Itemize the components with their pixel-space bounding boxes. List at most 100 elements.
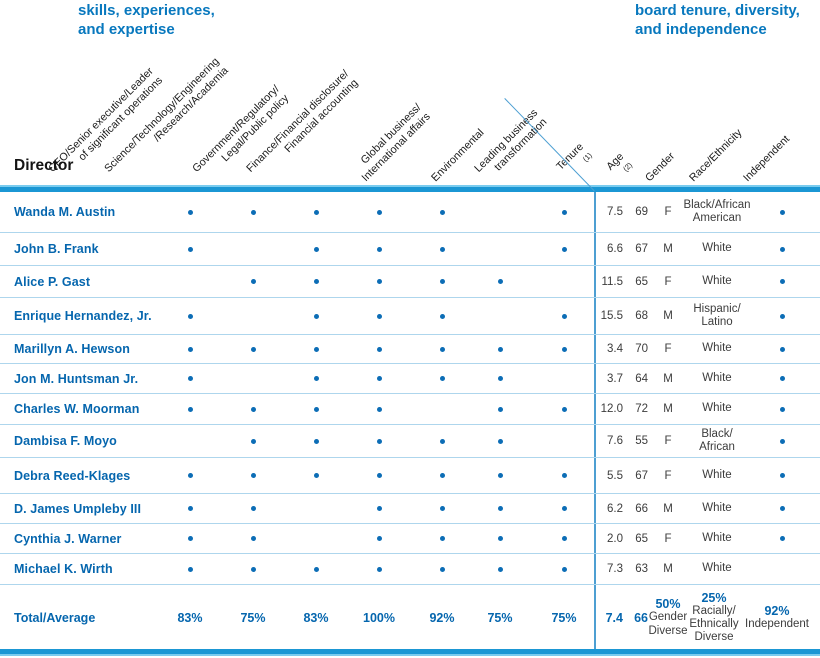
director-row: D. James Umpleby III 6.2 66 M White (0, 494, 820, 524)
independent-dot (779, 473, 785, 478)
skill-dot (561, 506, 567, 511)
skill-dot (313, 473, 319, 478)
skill-dot (497, 346, 503, 352)
table-top-rule (0, 185, 820, 192)
race-ethnicity-value: White (702, 468, 732, 481)
column-header-independent: Independent (741, 132, 793, 184)
total-average-tenure: 7.4 (605, 610, 623, 625)
skill-dot (376, 246, 382, 252)
gender-value: M (663, 310, 673, 322)
skill-dot (187, 473, 193, 478)
race-ethnicity-value: White (702, 531, 732, 544)
skill-dot (561, 566, 567, 572)
director-name: Marillyn A. Hewson (14, 342, 130, 356)
age-value: 65 (635, 275, 648, 288)
age-value: 68 (635, 310, 648, 322)
tenure-value: 6.6 (607, 243, 623, 255)
race-ethnicity-value: White (702, 402, 732, 415)
skill-dot (313, 209, 319, 215)
skill-dot (439, 473, 445, 478)
director-name: D. James Umpleby III (14, 501, 142, 516)
skill-dot (497, 473, 503, 478)
independent-dot (779, 209, 785, 215)
table-bottom-rule (0, 649, 820, 656)
tenure-value: 12.0 (600, 403, 623, 415)
skill-dot (376, 376, 382, 381)
skill-dot (439, 438, 445, 444)
skill-dot (376, 438, 382, 444)
age-value: 65 (635, 532, 648, 545)
gender-value: F (664, 532, 672, 545)
tenure-value: 3.7 (607, 372, 623, 385)
director-row: John B. Frank 6.6 67 M White (0, 233, 820, 266)
gender-value: M (663, 502, 673, 515)
skill-dot (561, 473, 567, 478)
gender-value: F (664, 343, 672, 355)
skill-dot (439, 566, 445, 572)
skill-dot (439, 536, 445, 541)
skill-dot (561, 246, 567, 252)
gender-value: M (663, 563, 673, 575)
skill-dot (250, 438, 256, 444)
race-ethnicity-value: White (702, 342, 732, 355)
tenure-heading-line2: and independence (635, 20, 767, 38)
director-name: Cynthia J. Warner (14, 531, 122, 546)
tenure-value: 15.5 (600, 310, 623, 322)
skill-dot (250, 536, 256, 541)
skill-dot (376, 506, 382, 511)
age-value: 72 (635, 403, 648, 415)
skill-dot (250, 506, 256, 511)
independent-dot (779, 438, 785, 444)
skill-dot (187, 209, 193, 215)
totals-label: Total/Average (14, 610, 96, 625)
race-ethnicity-value: White (702, 371, 732, 384)
director-name: Enrique Hernandez, Jr. (14, 309, 152, 323)
director-name: John B. Frank (14, 242, 99, 256)
director-name: Michael K. Wirth (14, 562, 113, 576)
race-ethnicity-value: White (702, 274, 732, 287)
race-ethnicity-value: Hispanic/ Latino (693, 302, 741, 328)
skill-dot (313, 313, 319, 319)
tenure-value: 3.4 (607, 343, 623, 355)
total-environmental-percent: 75% (487, 610, 513, 625)
skill-dot (376, 209, 382, 215)
tenure-value: 7.6 (607, 435, 623, 447)
skill-dot (561, 536, 567, 541)
skill-dot (250, 279, 256, 284)
director-name: Wanda M. Austin (14, 205, 116, 219)
independent-dot (779, 246, 785, 252)
skill-dot (497, 376, 503, 381)
gender-value: M (663, 243, 673, 255)
skills-heading-line1: skills, experiences, (78, 2, 215, 19)
skill-dot (376, 536, 382, 541)
gender-value: F (664, 469, 672, 482)
tenure-value: 7.5 (607, 206, 623, 218)
skill-dot (313, 406, 319, 412)
director-column-label: Director (14, 157, 74, 174)
director-row: Enrique Hernandez, Jr. 15.5 68 M Hispanic/ L… (0, 298, 820, 335)
director-row: Jon M. Huntsman Jr. 3.7 64 M White (0, 364, 820, 394)
tenure-value: 7.3 (607, 563, 623, 575)
totals-row: Total/Average 83% 75% 83% 100% 92% 75% 7… (0, 585, 820, 650)
independent-dot (779, 313, 785, 319)
director-name: Jon M. Huntsman Jr. (14, 371, 139, 386)
director-name: Debra Reed-Klages (14, 468, 131, 483)
skill-dot (561, 313, 567, 319)
skill-dot (250, 209, 256, 215)
skill-dot (250, 406, 256, 412)
skill-dot (250, 346, 256, 352)
skill-dot (376, 313, 382, 319)
independent-dot (779, 376, 785, 381)
total-government-percent: 83% (303, 610, 329, 625)
gender-value: M (663, 403, 673, 415)
skill-dot (439, 346, 445, 352)
age-value: 66 (635, 502, 648, 515)
total-global-percent: 92% (429, 610, 455, 625)
gender-value: F (664, 275, 672, 288)
skill-dot (439, 376, 445, 381)
tenure-heading-line1: board tenure, diversity, (635, 2, 800, 19)
total-finance-percent: 100% (363, 610, 395, 625)
column-header-race-ethnicity: Race/Ethnicity (687, 126, 745, 184)
director-row: Alice P. Gast 11.5 65 F White (0, 266, 820, 298)
